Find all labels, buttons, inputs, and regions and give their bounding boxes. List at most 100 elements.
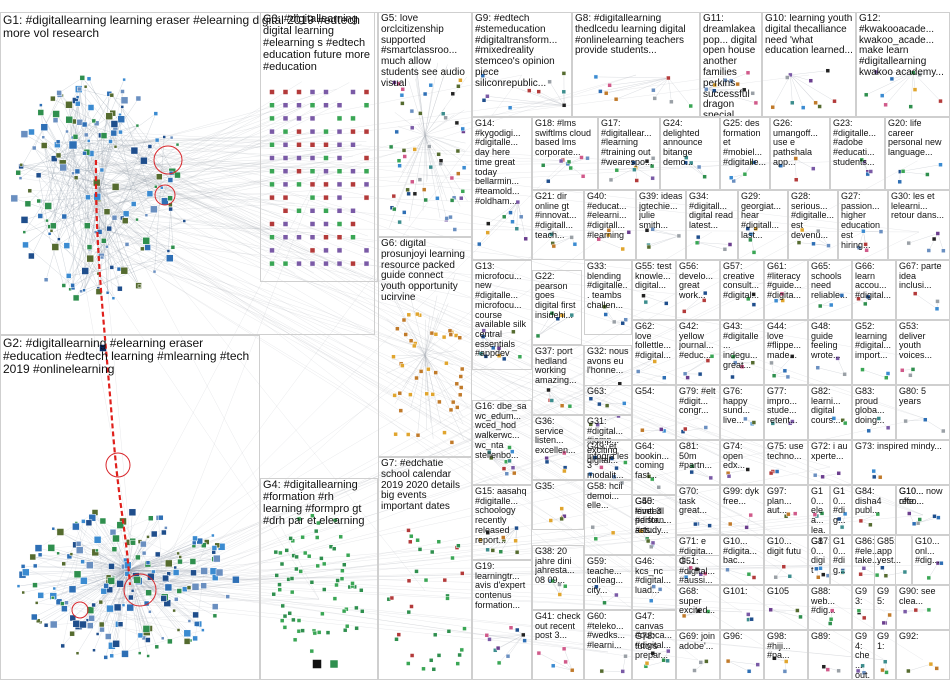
edge — [408, 81, 426, 136]
vertex-node — [394, 637, 399, 642]
vertex-node — [128, 594, 134, 601]
edge — [596, 586, 605, 603]
vertex-node — [821, 664, 827, 669]
group-label: G63: — [587, 387, 607, 396]
vertex-node — [56, 90, 62, 96]
edge — [131, 573, 924, 613]
edge — [44, 127, 101, 191]
vertex-node — [840, 569, 846, 575]
edge — [108, 386, 609, 581]
vertex-node — [200, 567, 208, 575]
edge — [491, 447, 510, 459]
vertex-node — [95, 548, 99, 553]
vertex-node — [121, 217, 129, 224]
vertex-node — [836, 471, 841, 476]
group-box-g50: G50: level 3 perfor... arts... — [632, 495, 676, 555]
group-box-g54: G54: — [632, 385, 676, 440]
vertex-node — [683, 574, 689, 580]
vertex-node — [874, 572, 880, 578]
vertex-node — [269, 221, 275, 227]
vertex-node — [29, 553, 37, 561]
edge — [87, 569, 129, 621]
edge — [795, 158, 797, 180]
hub-node — [312, 659, 322, 669]
edge — [108, 137, 920, 233]
group-label: G69: join adobe'... — [679, 632, 716, 651]
edge — [64, 569, 129, 609]
group-label: G16: dbe_sa wc_edum... wced_hod walkerwc… — [475, 402, 529, 460]
vertex-node — [182, 219, 187, 223]
vertex-node — [37, 552, 43, 558]
vertex-node — [51, 526, 56, 531]
group-label: G72: i au xperte... — [811, 442, 848, 461]
vertex-node — [684, 155, 689, 160]
edge — [132, 153, 864, 233]
vertex-node — [935, 299, 940, 304]
edge — [925, 419, 944, 432]
edge — [152, 173, 320, 603]
vertex-node — [335, 578, 340, 583]
vertex-node — [41, 135, 46, 139]
edge — [127, 547, 215, 571]
edge — [127, 578, 699, 661]
vertex-node — [609, 456, 615, 461]
vertex-node — [744, 525, 749, 530]
edge — [62, 569, 129, 604]
vertex-node — [750, 360, 756, 365]
vertex-node — [363, 102, 370, 108]
vertex-node — [82, 150, 87, 156]
vertex-node — [150, 530, 158, 538]
edge — [424, 348, 435, 356]
group-label: G71: e #digita... di... — [679, 537, 716, 566]
vertex-node — [859, 157, 864, 163]
group-label: G61: #literacy #guide... #digita... — [767, 262, 805, 301]
group-label: G10... onl... #dig... — [915, 537, 943, 566]
vertex-node — [128, 508, 137, 517]
edge — [129, 240, 699, 574]
group-box-g9: G9: #edtech #stemeducation #digitaltrans… — [472, 12, 572, 117]
edge — [563, 648, 573, 671]
edge — [137, 74, 732, 158]
vertex-node — [32, 563, 38, 569]
edge — [101, 624, 147, 633]
edge — [424, 114, 455, 136]
edge — [391, 294, 426, 356]
vertex-node — [436, 653, 442, 658]
vertex-node — [166, 249, 171, 253]
vertex-node — [279, 618, 285, 623]
vertex-node — [282, 89, 289, 95]
vertex-node — [160, 636, 165, 641]
vertex-node — [594, 584, 599, 590]
vertex-node — [61, 561, 66, 567]
vertex-node — [336, 260, 343, 267]
group-box-g2: G2: #digitallearning #elearning eraser #… — [0, 335, 260, 680]
vertex-node — [322, 587, 327, 592]
vertex-node — [669, 99, 674, 105]
edge — [108, 185, 787, 516]
group-label: G10: learning youth digital thecalliance… — [765, 14, 853, 57]
edge — [101, 158, 699, 516]
edge — [63, 563, 129, 571]
vertex-node — [727, 521, 733, 527]
group-label: G50: level 3 perfor... arts... — [635, 497, 669, 536]
edge — [138, 582, 743, 613]
group-box-g66: G66: learn accou... #digital... — [852, 260, 896, 320]
group-label: G30: les et lelearni... retour dans... — [891, 192, 945, 221]
vertex-node — [291, 617, 296, 623]
edge — [891, 72, 914, 80]
group-box-g63: G63: — [584, 385, 632, 440]
vertex-node — [118, 129, 123, 135]
vertex-node — [836, 668, 841, 674]
edge — [908, 233, 938, 244]
vertex-node — [436, 152, 441, 157]
group-box-g83: G83: proud globa... doing... — [852, 385, 896, 440]
vertex-node — [336, 194, 343, 201]
vertex-node — [282, 128, 289, 135]
vertex-node — [485, 530, 491, 535]
group-box-g88: G88: web... #dig... — [808, 585, 852, 630]
vertex-node — [24, 200, 32, 208]
group-box-g96: G96: — [720, 630, 764, 680]
vertex-node — [650, 175, 655, 181]
vertex-node — [513, 538, 518, 544]
edge — [53, 569, 129, 597]
